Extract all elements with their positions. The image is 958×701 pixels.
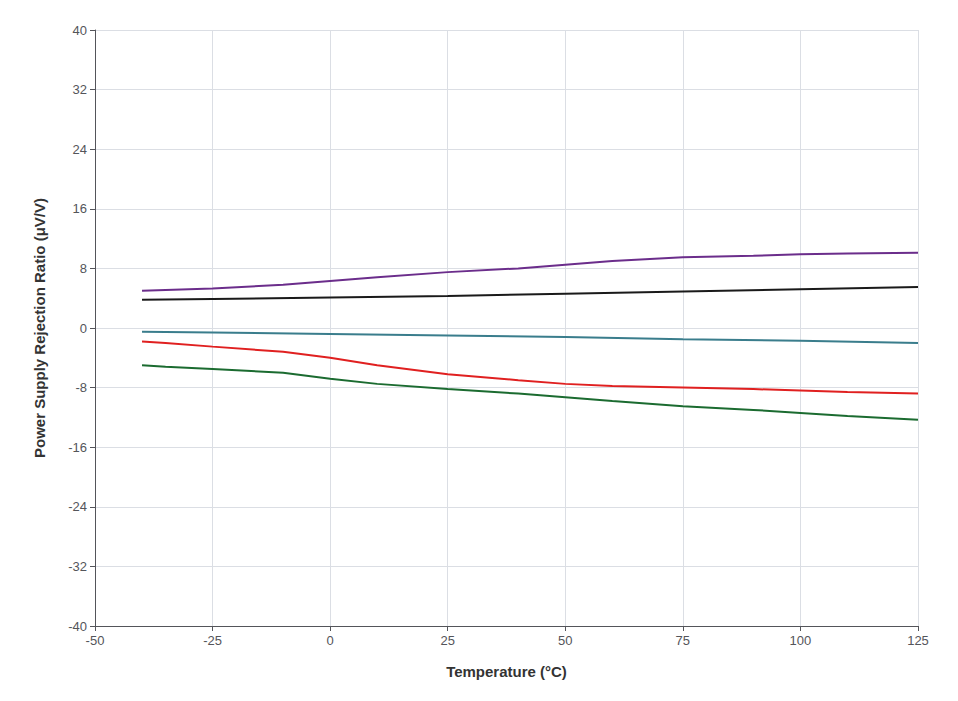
svg-text:125: 125 bbox=[907, 633, 929, 648]
svg-text:-40: -40 bbox=[68, 619, 87, 634]
svg-text:75: 75 bbox=[676, 633, 690, 648]
svg-text:-16: -16 bbox=[68, 440, 87, 455]
svg-text:16: 16 bbox=[73, 201, 87, 216]
svg-text:-25: -25 bbox=[203, 633, 222, 648]
svg-text:0: 0 bbox=[327, 633, 334, 648]
svg-text:8: 8 bbox=[80, 261, 87, 276]
svg-text:100: 100 bbox=[790, 633, 812, 648]
svg-text:-50: -50 bbox=[86, 633, 105, 648]
svg-text:-8: -8 bbox=[75, 380, 87, 395]
svg-text:-24: -24 bbox=[68, 499, 87, 514]
svg-text:Power Supply Rejection Ratio (: Power Supply Rejection Ratio (μV/V) bbox=[31, 198, 48, 458]
svg-text:0: 0 bbox=[80, 321, 87, 336]
svg-text:40: 40 bbox=[73, 23, 87, 38]
svg-text:-32: -32 bbox=[68, 559, 87, 574]
svg-text:50: 50 bbox=[558, 633, 572, 648]
svg-text:24: 24 bbox=[73, 142, 87, 157]
svg-text:25: 25 bbox=[440, 633, 454, 648]
svg-text:32: 32 bbox=[73, 82, 87, 97]
svg-text:Temperature (°C): Temperature (°C) bbox=[446, 663, 567, 680]
